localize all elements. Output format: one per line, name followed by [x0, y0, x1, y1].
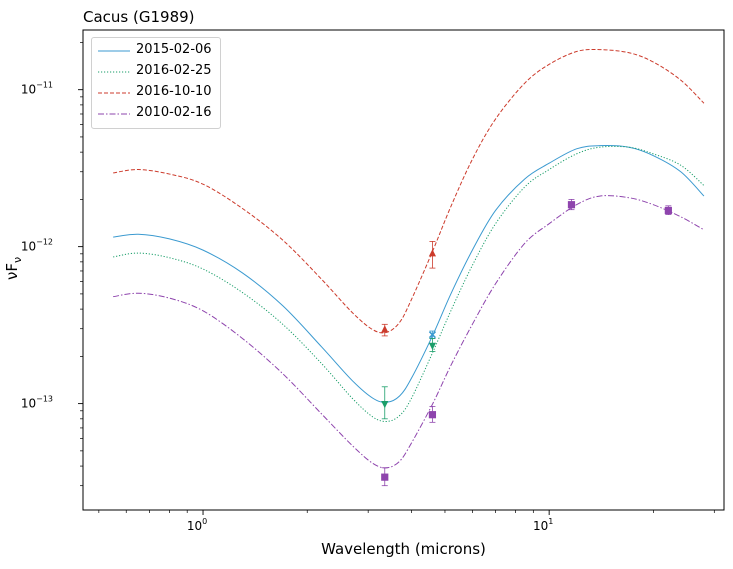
data-point-2-1 [381, 401, 389, 409]
data-point-4-1 [381, 473, 389, 481]
x-axis-label: Wavelength (microns) [321, 540, 486, 558]
series-line-1 [113, 145, 705, 403]
data-point-3-2 [428, 249, 437, 257]
y-tick-label-base: 10 [21, 83, 36, 97]
x-tick-label: 101 [533, 517, 553, 533]
legend-label-2: 2016-02-25 [136, 63, 212, 78]
plot-area [113, 48, 705, 487]
y-axis-label: νFν [3, 257, 24, 280]
legend-label-1: 2015-02-06 [136, 42, 212, 57]
series-line-3 [113, 48, 705, 334]
series-3 [113, 48, 705, 337]
data-point-1-1 [428, 331, 436, 339]
legend-swatch-4 [98, 113, 130, 115]
legend-item-4: 2010-02-16 [92, 104, 220, 123]
x-tick-label: 100 [187, 517, 207, 533]
data-point-3-1 [381, 325, 389, 333]
y-tick-label: 10−11 [21, 81, 53, 97]
legend-swatch-1 [98, 50, 130, 52]
series-line-2 [113, 145, 705, 422]
data-point-4-3 [567, 201, 576, 209]
y-tick-label: 10−12 [21, 238, 53, 254]
y-tick-label: 10−13 [21, 395, 53, 411]
plot-frame [82, 29, 725, 511]
legend-item-1: 2015-02-06 [92, 41, 220, 60]
series-4 [113, 195, 705, 487]
data-point-4-2 [428, 411, 437, 419]
x-tick-label-base: 10 [533, 519, 548, 533]
legend-swatch-3 [98, 92, 130, 94]
y-tick-label-base: 10 [21, 240, 36, 254]
y-axis-label-sub: ν [11, 256, 24, 263]
y-tick-label-exp: −12 [36, 238, 53, 247]
x-tick-label-exp: 0 [202, 517, 207, 526]
legend-label-3: 2016-10-10 [136, 84, 212, 99]
data-point-2-2 [428, 342, 437, 350]
data-point-4-4 [664, 206, 672, 215]
legend-swatch-2 [98, 71, 130, 73]
legend-item-3: 2016-10-10 [92, 83, 220, 102]
series-2 [113, 145, 705, 422]
chart-title: Cacus (G1989) [83, 8, 195, 26]
legend-item-2: 2016-02-25 [92, 62, 220, 81]
y-tick-label-exp: −13 [36, 395, 53, 404]
x-tick-label-exp: 1 [548, 517, 553, 526]
legend-label-4: 2010-02-16 [136, 105, 212, 120]
x-axis-ticks: 100 101 [98, 510, 715, 533]
x-tick-label-base: 10 [187, 519, 202, 533]
legend: 2015-02-06 2016-02-25 2016-10-10 2010-02… [91, 37, 221, 129]
y-axis-label-main: νF [3, 262, 21, 280]
y-tick-label-base: 10 [21, 397, 36, 411]
series-line-4 [113, 195, 705, 469]
y-tick-label-exp: −11 [36, 81, 53, 90]
